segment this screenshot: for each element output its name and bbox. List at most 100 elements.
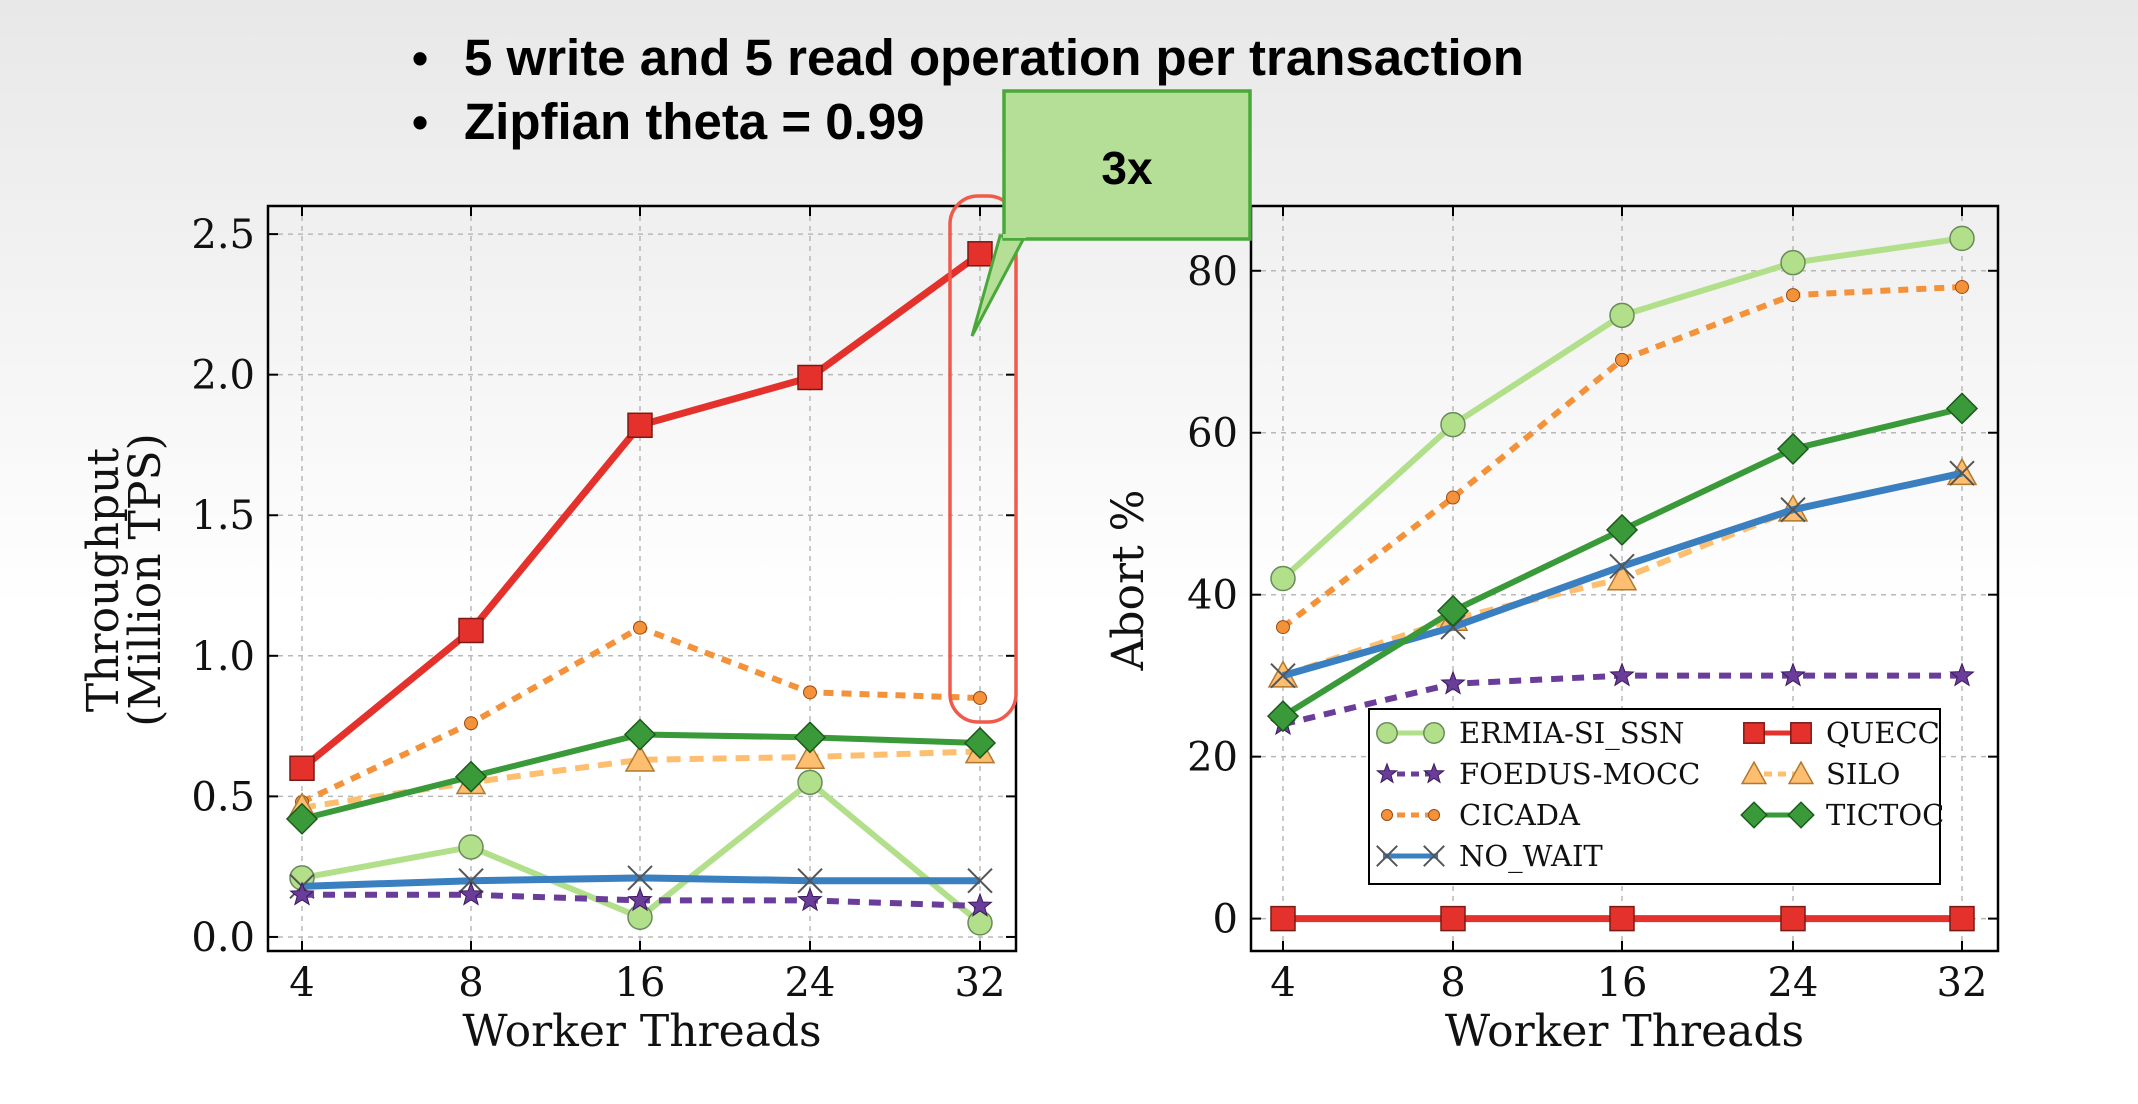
- y-tick-label: 0.5: [191, 774, 255, 820]
- data-point-ermia-si-ssn: [797, 769, 823, 796]
- legend-item-foedus-mocc: FOEDUS-MOCC: [1375, 757, 1700, 791]
- y-axis-label: (Million TPS): [120, 433, 171, 727]
- data-point-quecc: [1440, 905, 1466, 932]
- legend-label: CICADA: [1459, 798, 1581, 832]
- y-axis-label: Throughput: [78, 448, 129, 713]
- abort-chart: 4 8 16 24 32 0 20 40 60 80 Worker Threads Abort % ER…: [1103, 204, 2000, 1057]
- legend-item-cicada: CICADA: [1380, 798, 1581, 832]
- legend-marker: [1380, 808, 1394, 822]
- data-point-foedus-mocc: [967, 892, 993, 917]
- data-point-no-wait: [1949, 460, 1975, 486]
- data-point-quecc: [1270, 905, 1296, 932]
- legend-item-silo: SILO: [1740, 757, 1900, 791]
- y-tick-label: 20: [1187, 735, 1238, 781]
- legend-marker: [1743, 722, 1765, 744]
- data-point-foedus-mocc: [1780, 662, 1806, 687]
- x-tick-label: 16: [615, 960, 666, 1006]
- legend-marker: [1423, 722, 1445, 744]
- legend-marker: [1376, 845, 1398, 867]
- data-point-foedus-mocc: [627, 886, 653, 912]
- data-point-tictoc: [1266, 700, 1300, 733]
- data-point-tictoc: [1436, 594, 1470, 627]
- legend-marker: [1787, 760, 1815, 785]
- data-point-quecc: [967, 241, 993, 267]
- series-quecc: [1270, 905, 1975, 932]
- annotations: 3x: [948, 89, 1252, 724]
- y-tick-label: 0.0: [191, 915, 255, 961]
- y-tick-label: 40: [1187, 573, 1238, 619]
- legend-marker: [1427, 808, 1441, 822]
- bullet-item-theta: Zipfian theta = 0.99: [412, 90, 1524, 154]
- legend-item-ermia-si-ssn: ERMIA-SI_SSN: [1376, 716, 1684, 751]
- legend: ERMIA-SI_SSN QUECC FOEDUS-MOCC SILO CICADA TI…: [1368, 708, 1944, 885]
- data-point-cicada: [1446, 490, 1460, 505]
- data-point-foedus-mocc: [289, 881, 315, 906]
- throughput-chart: 4 8 16 24 32 0.0 0.5 1.0 1.5 2.0 2.5 Worker Threads…: [78, 204, 1018, 1057]
- data-point-quecc: [1780, 905, 1806, 932]
- plot-frame: [266, 204, 1018, 953]
- x-tick-label: 8: [1440, 960, 1465, 1006]
- data-point-ermia-si-ssn: [1949, 225, 1975, 252]
- series-quecc: [289, 241, 993, 782]
- data-point-ermia-si-ssn: [1440, 411, 1466, 438]
- y-tick-label: 1.0: [191, 634, 255, 680]
- legend-label: SILO: [1826, 757, 1900, 791]
- data-point-ermia-si-ssn: [627, 904, 653, 931]
- data-point-cicada: [1615, 352, 1629, 367]
- data-point-no-wait: [1270, 662, 1296, 689]
- data-point-cicada: [1786, 288, 1800, 303]
- data-point-no-wait: [627, 865, 653, 891]
- series-foedus-mocc: [289, 881, 993, 917]
- x-axis-label: Worker Threads: [1445, 1006, 1804, 1057]
- data-point-quecc: [627, 412, 653, 439]
- bullet-list: 5 write and 5 read operation per transac…: [412, 26, 1524, 154]
- legend-box: [1368, 708, 1941, 885]
- data-point-quecc: [797, 364, 823, 391]
- legend-marker: [1376, 722, 1398, 744]
- legend-label: FOEDUS-MOCC: [1459, 757, 1700, 791]
- data-point-no-wait: [1780, 496, 1806, 523]
- data-point-quecc: [1949, 905, 1975, 932]
- y-tick-label: 2.5: [191, 212, 255, 258]
- series-cicada: [295, 620, 987, 809]
- data-point-cicada: [973, 690, 987, 705]
- data-point-ermia-si-ssn: [1780, 249, 1806, 276]
- legend-marker: [1375, 762, 1399, 784]
- y-tick-label: 80: [1187, 249, 1238, 295]
- y-tick-label: 1.5: [191, 493, 255, 539]
- data-point-tictoc: [793, 721, 827, 754]
- data-point-foedus-mocc: [1440, 670, 1466, 695]
- legend-label: NO_WAIT: [1459, 839, 1603, 874]
- data-point-ermia-si-ssn: [1609, 302, 1635, 329]
- series-ermia-si-ssn: [289, 769, 993, 936]
- series-silo: [286, 735, 996, 820]
- bullet-item-ops: 5 write and 5 read operation per transac…: [412, 26, 1524, 90]
- x-tick-label: 4: [1270, 960, 1295, 1006]
- data-point-tictoc: [285, 802, 319, 835]
- x-axis-label: Worker Threads: [462, 1006, 821, 1057]
- data-point-tictoc: [454, 760, 488, 793]
- data-point-ermia-si-ssn: [458, 834, 484, 860]
- data-point-no-wait: [797, 868, 823, 894]
- legend-marker: [1423, 845, 1445, 867]
- x-tick-label: 24: [1768, 960, 1819, 1006]
- y-tick-label: 60: [1187, 411, 1238, 457]
- callout-text: 3x: [1101, 142, 1153, 194]
- legend-label: ERMIA-SI_SSN: [1459, 716, 1684, 751]
- x-tick-label: 24: [785, 960, 836, 1006]
- legend-marker: [1787, 801, 1815, 829]
- y-tick-label: 0: [1213, 897, 1238, 943]
- data-point-quecc: [289, 755, 315, 782]
- data-point-cicada: [464, 716, 478, 731]
- data-point-silo: [624, 744, 656, 772]
- data-point-tictoc: [623, 718, 657, 751]
- data-point-quecc: [1609, 905, 1635, 932]
- series-tictoc: [285, 718, 997, 835]
- series-cicada: [1276, 279, 1969, 635]
- x-tick-label: 32: [1937, 960, 1988, 1006]
- series-line-cicada: [300, 624, 981, 805]
- x-tick-label: 4: [289, 960, 314, 1006]
- legend-item-no-wait: NO_WAIT: [1376, 839, 1603, 874]
- data-point-cicada: [1955, 279, 1969, 294]
- series-line-cicada: [1281, 283, 1963, 630]
